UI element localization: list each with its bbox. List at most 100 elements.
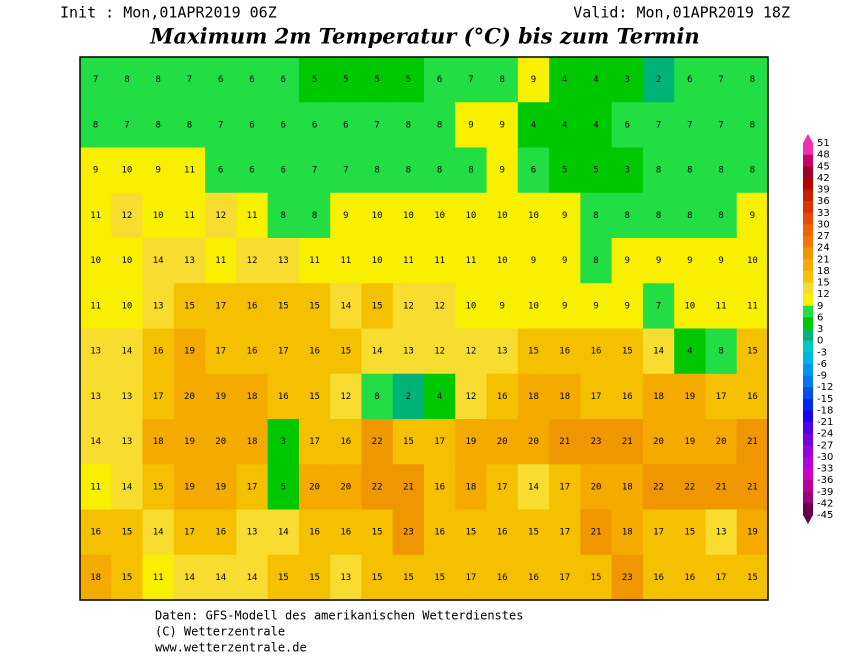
field-cell [173,328,206,375]
colorbar-band [803,282,813,295]
field-value: 14 [247,573,258,583]
field-cell [205,328,237,375]
field-cell [549,102,581,148]
valid-time: Valid: Mon,01APR2019 18Z [573,4,790,22]
field-value: 13 [90,347,101,357]
field-value: 17 [559,573,570,583]
field-cell [142,328,175,375]
field-value: 14 [121,347,132,357]
field-value: 15 [184,301,195,311]
colorbar-label: -12 [817,382,833,393]
colorbar: 51484542393633302724211815129630-3-6-9-1… [803,134,833,524]
field-cell [705,57,738,103]
field-cell [736,373,769,420]
field-value: 9 [687,256,692,266]
field-value: 22 [684,482,695,492]
field-value: 7 [343,166,348,176]
field-cell [674,373,706,420]
field-value: 5 [593,166,598,176]
field-cell [705,509,738,556]
field-cell [80,283,112,329]
colorbar-band [803,189,813,202]
field-value: 17 [653,528,664,538]
field-value: 17 [247,482,258,492]
field-value: 14 [340,301,351,311]
field-cell [142,419,175,465]
field-cell [642,238,675,284]
field-cell [298,147,331,194]
field-cell [173,147,206,194]
field-value: 21 [716,482,727,492]
field-cell [424,509,456,556]
field-value: 10 [684,301,695,311]
colorbar-label: -42 [817,498,833,509]
field-value: 7 [218,120,223,130]
colorbar-band [803,410,813,423]
field-cell [580,509,613,556]
field-value: 8 [750,75,755,85]
field-value: 8 [281,211,286,221]
colorbar-band [803,329,813,341]
field-value: 16 [434,528,445,538]
field-value: 18 [528,392,539,402]
field-cell [330,192,362,239]
field-value: 8 [750,166,755,176]
field-value: 11 [247,211,258,221]
field-value: 17 [559,482,570,492]
field-value: 10 [528,211,539,221]
field-cell [236,238,269,284]
field-value: 11 [184,166,195,176]
field-cell [424,192,456,239]
field-cell [392,283,425,329]
map-frame [79,56,769,601]
field-value: 8 [593,256,598,266]
field-value: 21 [747,437,758,447]
field-value: 9 [625,256,630,266]
field-cell [173,102,206,148]
field-cell [611,419,644,465]
field-cell [111,328,144,375]
colorbar-band [803,456,813,469]
field-cell [392,102,425,148]
field-value: 13 [247,528,258,538]
field-value: 18 [247,392,258,402]
field-value: 6 [249,75,254,85]
field-value: 9 [562,256,567,266]
field-value: 16 [622,392,633,402]
field-value: 4 [437,392,442,402]
colorbar-band [803,259,813,272]
field-value: 20 [497,437,508,447]
field-cell [517,328,550,375]
field-value: 7 [656,301,661,311]
field-cell [549,57,581,103]
field-cell [142,147,175,194]
field-value: 15 [622,347,633,357]
field-cell [455,192,488,239]
field-cell [173,238,206,284]
field-value: 15 [403,573,414,583]
field-value: 4 [687,347,692,357]
field-value: 18 [622,482,633,492]
colorbar-band [803,247,813,260]
field-cell [142,102,175,148]
field-cell [80,238,112,284]
colorbar-label: -9 [817,371,827,382]
field-value: 7 [468,75,473,85]
field-cell [674,192,706,239]
field-value: 11 [215,256,226,266]
field-value: 15 [372,528,383,538]
field-cell [205,554,237,601]
field-cell [205,102,237,148]
field-cell [642,554,675,601]
field-cell [517,373,550,420]
field-value: 6 [531,166,536,176]
field-cell [173,283,206,329]
field-value: 8 [124,75,129,85]
field-cell [736,192,769,239]
field-cell [674,102,706,148]
field-value: 17 [184,528,195,538]
field-value: 19 [184,437,195,447]
field-cell [361,57,394,103]
field-cell [642,283,675,329]
field-cell [736,464,769,510]
